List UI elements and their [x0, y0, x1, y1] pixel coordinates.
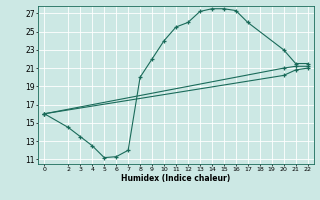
- X-axis label: Humidex (Indice chaleur): Humidex (Indice chaleur): [121, 174, 231, 183]
